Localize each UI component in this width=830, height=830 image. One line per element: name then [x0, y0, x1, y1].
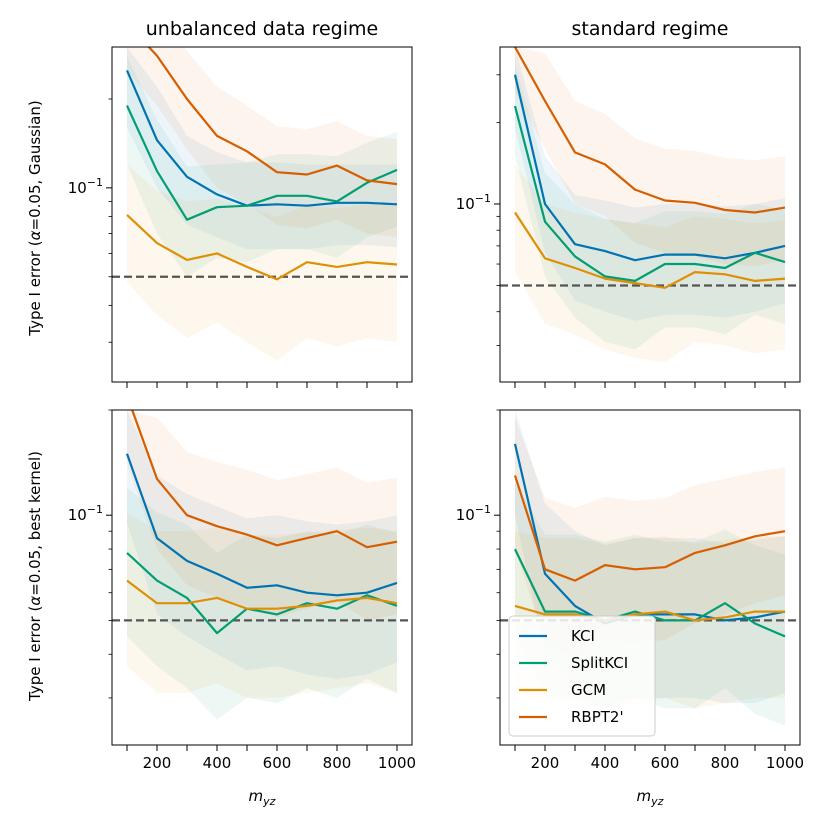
line-RBPT2 [131, 410, 398, 549]
y-tick-label: 10−1 [456, 503, 491, 524]
band-KCI [127, 410, 397, 679]
x-tick-label: 600 [263, 754, 292, 772]
legend-label: GCM [571, 681, 606, 699]
ylabel-top-suffix: =0.05, Gaussian) [26, 100, 44, 230]
axes-frame [111, 46, 413, 383]
xlabel-right-sub: yz [650, 795, 664, 808]
axes-frame [499, 46, 801, 383]
band-GCM [515, 164, 785, 363]
legend: KCI SplitKCI GCM RBPT2' [508, 615, 656, 737]
band-GCM [127, 512, 397, 698]
y-tick-exponent: −1 [475, 192, 491, 205]
line-KCI [125, 69, 398, 207]
xlabel-left-sub: yz [262, 795, 276, 808]
y-tick-label: 10−1 [456, 192, 491, 213]
line-RBPT2 [147, 47, 398, 186]
y-tick-exponent: −1 [87, 503, 103, 516]
y-tick-base: 10 [68, 179, 87, 197]
band-KCI [127, 47, 397, 250]
panel-top-right: 10−1 [456, 46, 801, 388]
ylabel-bottom-prefix: Type I error ( [26, 606, 44, 702]
line-KCI [125, 453, 398, 597]
line-SplitKCI [125, 105, 398, 221]
line-KCI [513, 74, 786, 262]
y-tick-exponent: −1 [87, 176, 103, 189]
x-tick-label: 600 [651, 754, 680, 772]
line-SplitKCI [513, 105, 786, 282]
x-tick-label: 1000 [766, 754, 804, 772]
x-tick-label: 800 [323, 754, 352, 772]
panel-top-left: 10−1 [68, 46, 413, 388]
xlabel-right: myz [637, 787, 664, 808]
ylabel-top-alpha: α [26, 230, 44, 240]
column-title-left: unbalanced data regime [146, 18, 378, 40]
y-tick-base: 10 [456, 195, 475, 213]
band-SplitKCI [127, 487, 397, 720]
plot-area [112, 410, 412, 720]
legend-label: RBPT2' [571, 708, 624, 726]
x-tick-label: 200 [531, 754, 560, 772]
line-GCM [126, 214, 398, 281]
axes-frame [499, 409, 801, 746]
legend-label: KCI [571, 627, 595, 645]
xlabel-left-main: m [249, 787, 264, 805]
y-tick-base: 10 [456, 506, 475, 524]
x-tick-label: 200 [143, 754, 172, 772]
axes-frame [111, 409, 413, 746]
x-tick-label: 400 [203, 754, 232, 772]
x-tick-label: 1000 [378, 754, 416, 772]
column-title-right: standard regime [572, 18, 729, 40]
y-tick-label: 10−1 [68, 503, 103, 524]
x-tick-label: 400 [591, 754, 620, 772]
ylabel-bottom-alpha: α [26, 596, 44, 606]
line-GCM [514, 211, 786, 289]
band-SplitKCI [515, 63, 785, 350]
ylabel-bottom-suffix: =0.05, best kernel) [26, 451, 44, 596]
legend-label: SplitKCI [571, 654, 628, 672]
band-SplitKCI [127, 55, 397, 277]
line-RBPT2 [514, 47, 786, 214]
ylabel-bottom: Type I error (α=0.05, best kernel) [26, 451, 44, 702]
band-GCM [127, 164, 397, 361]
band-RBPT2 [515, 47, 785, 266]
band-KCI [515, 47, 785, 321]
plot-area [112, 47, 412, 361]
line-GCM [514, 604, 785, 622]
legend-box [508, 615, 656, 737]
ylabel-top: Type I error (α=0.05, Gaussian) [26, 100, 44, 336]
line-KCI [513, 443, 786, 625]
band-RBPT2 [127, 47, 397, 238]
panel-bottom-left: 200 400 600 800 1000 10−1 [68, 409, 416, 772]
y-tick-exponent: −1 [475, 503, 491, 516]
x-tick-label: 800 [711, 754, 740, 772]
xlabel-left: myz [249, 787, 276, 808]
line-RBPT2 [513, 475, 786, 582]
band-RBPT2 [515, 417, 785, 659]
line-GCM [126, 579, 398, 610]
y-tick-label: 10−1 [68, 176, 103, 197]
line-SplitKCI [126, 552, 398, 635]
band-RBPT2 [127, 410, 397, 621]
xlabel-right-main: m [637, 787, 652, 805]
plot-area [500, 47, 800, 363]
y-tick-base: 10 [68, 506, 87, 524]
ylabel-top-prefix: Type I error ( [26, 240, 44, 336]
